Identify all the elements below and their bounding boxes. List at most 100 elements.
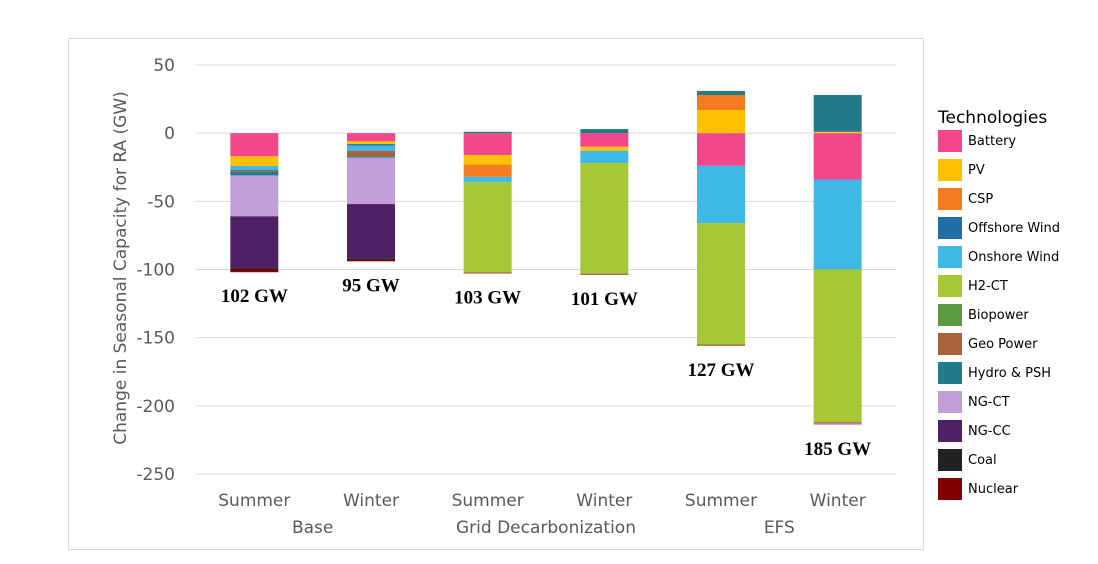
bar-segment-h2-ct xyxy=(463,182,512,273)
bar-segment-battery xyxy=(463,133,512,155)
x-tick-label: Summer xyxy=(685,491,757,511)
x-tick-label: Winter xyxy=(576,491,632,511)
total-label: 95 GW xyxy=(342,275,400,296)
bar-segment-onshore-wind xyxy=(697,165,745,224)
bar-segment-pv xyxy=(230,156,279,166)
bar-segment-ng-cc xyxy=(230,216,279,269)
bar-segment-h2-ct xyxy=(813,269,862,423)
legend-label: CSP xyxy=(968,192,993,207)
x-axis: Summer Winter Summer Winter Summer Winter Base… xyxy=(218,491,865,538)
legend-label: H2-CT xyxy=(968,279,1008,294)
bar-segment-ng-ct xyxy=(813,423,862,425)
legend-swatch xyxy=(938,188,962,210)
legend-swatch xyxy=(938,420,962,442)
bar-segment-geo-power xyxy=(347,150,395,157)
legend-label: Nuclear xyxy=(968,482,1019,497)
bar-segment-onshore-wind xyxy=(347,145,395,151)
bar-segment-pv xyxy=(813,131,862,134)
legend-swatch xyxy=(938,275,962,297)
bar-segment-battery xyxy=(813,133,862,180)
total-labels: 102 GW 95 GW 103 GW 101 GW 127 GW 185 GW xyxy=(221,275,871,460)
chart-frame xyxy=(68,38,924,550)
bar-segment-pv xyxy=(347,141,395,145)
y-tick-label: -150 xyxy=(136,329,175,349)
bar-segment-h2-ct xyxy=(580,163,629,274)
bar-segment-h2-ct xyxy=(697,223,745,345)
bar-segment-hydro-psh xyxy=(813,94,862,132)
bar-segment-battery xyxy=(347,133,395,142)
legend-label: Offshore Wind xyxy=(968,221,1060,236)
gridlines xyxy=(196,64,896,475)
bar-segment-pv xyxy=(463,154,512,165)
bar-segment-hydro-psh xyxy=(580,129,629,134)
bar-segment-coal xyxy=(347,258,395,260)
legend-label: Geo Power xyxy=(968,337,1038,352)
bar-segment-pv xyxy=(697,109,745,134)
legend-swatch xyxy=(938,217,962,239)
legend-label: Coal xyxy=(968,453,997,468)
y-tick-label: 50 xyxy=(153,56,175,76)
y-tick-label: -250 xyxy=(136,465,175,485)
legend-label: Onshore Wind xyxy=(968,250,1059,265)
bar-segment-ng-ct xyxy=(347,157,395,205)
bar-segment-ng-ct xyxy=(230,175,279,217)
total-label: 185 GW xyxy=(804,439,871,460)
bar-segment-battery xyxy=(697,133,745,166)
legend-swatch xyxy=(938,362,962,384)
legend-swatch xyxy=(938,333,962,355)
legend-label: Biopower xyxy=(968,308,1029,323)
bar-segment-geo-power xyxy=(580,273,629,275)
legend-label: NG-CT xyxy=(968,395,1010,410)
total-label: 103 GW xyxy=(454,288,521,309)
legend-swatch xyxy=(938,159,962,181)
x-tick-label: Winter xyxy=(810,491,866,511)
bar-segment-geo-power xyxy=(813,422,862,424)
bar-segment-hydro-psh xyxy=(230,171,279,176)
y-axis-label: Change in Seasonal Capacity for RA (GW) xyxy=(111,91,131,445)
x-group-label: Base xyxy=(292,518,333,538)
x-tick-label: Summer xyxy=(218,491,290,511)
legend-swatch xyxy=(938,130,962,152)
x-tick-label: Summer xyxy=(452,491,524,511)
legend-label: PV xyxy=(968,163,985,178)
legend-swatch xyxy=(938,391,962,413)
x-tick-label: Winter xyxy=(343,491,399,511)
bar-segment-onshore-wind xyxy=(580,150,629,164)
y-tick-label: -200 xyxy=(136,397,175,417)
bar-segment-battery xyxy=(580,133,629,147)
bar-segment-onshore-wind xyxy=(463,176,512,183)
total-label: 102 GW xyxy=(221,286,288,307)
legend: Technologies Battery PV CSP Offshore Wind On… xyxy=(937,108,1060,500)
bar-segment-onshore-wind xyxy=(813,179,862,270)
y-axis: 50 0 -50 -100 -150 -200 -250 xyxy=(136,56,175,485)
bar-segment-hydro-psh xyxy=(347,156,395,158)
bar-segment-onshore-wind xyxy=(230,165,279,170)
bar-segment-hydro-psh xyxy=(463,131,512,134)
legend-swatch xyxy=(938,304,962,326)
total-label: 101 GW xyxy=(571,289,638,310)
bar-segment-nuclear xyxy=(347,259,395,262)
x-group-label: EFS xyxy=(764,518,795,538)
bar-segment-coal xyxy=(230,268,279,270)
bar-segment-battery xyxy=(230,133,279,157)
y-tick-label: -50 xyxy=(147,192,175,212)
bar-segment-csp xyxy=(697,94,745,110)
legend-swatch xyxy=(938,246,962,268)
bar-segment-hydro-psh xyxy=(697,90,745,95)
legend-label: NG-CC xyxy=(968,424,1011,439)
y-tick-label: 0 xyxy=(164,124,175,144)
bar-segment-offshore-wind xyxy=(347,144,395,146)
legend-title: Technologies xyxy=(937,108,1047,128)
bar-segment-nuclear xyxy=(230,269,279,273)
x-group-label: Grid Decarbonization xyxy=(456,518,636,538)
bar-segment-geo-power xyxy=(230,169,279,172)
legend-label: Battery xyxy=(968,134,1016,149)
bar-segment-csp xyxy=(463,164,512,177)
bar-segment-geo-power xyxy=(463,272,512,274)
legend-swatch xyxy=(938,478,962,500)
bar-segment-pv xyxy=(580,146,629,151)
legend-swatch xyxy=(938,449,962,471)
y-tick-label: -100 xyxy=(136,261,175,281)
bars xyxy=(230,90,862,425)
